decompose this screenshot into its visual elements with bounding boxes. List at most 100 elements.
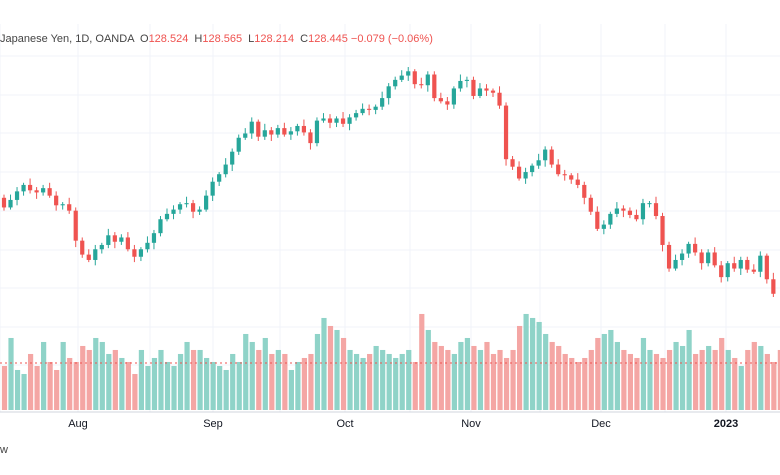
volume-bar xyxy=(223,369,229,410)
volume-bar xyxy=(184,341,190,410)
candle-body xyxy=(771,279,776,294)
candle-body xyxy=(67,204,72,211)
volume-bar xyxy=(582,357,588,410)
candle-body xyxy=(666,244,672,269)
candle-body xyxy=(660,216,665,245)
candle-body xyxy=(510,159,515,167)
candle-body xyxy=(399,75,404,80)
volume-bar xyxy=(197,349,203,410)
candle-body xyxy=(503,105,509,160)
candle-body xyxy=(151,233,157,243)
candle-body xyxy=(86,254,91,260)
candle-body xyxy=(764,255,769,280)
volume-bar xyxy=(158,349,164,410)
candle-body xyxy=(393,79,398,87)
x-tick-label: Nov xyxy=(461,418,481,430)
candle-body xyxy=(673,259,678,269)
volume-bar xyxy=(327,325,334,410)
volume-bar xyxy=(719,337,725,410)
candle-body xyxy=(145,242,150,250)
candle-body xyxy=(490,90,496,93)
candle-body xyxy=(184,203,189,205)
x-tick-label: Dec xyxy=(591,418,611,430)
volume-bar xyxy=(516,325,523,410)
candle-body xyxy=(177,204,183,210)
volume-bar xyxy=(164,361,171,410)
volume-bar xyxy=(308,353,314,410)
volume-bar xyxy=(106,353,112,410)
volume-bar xyxy=(132,373,138,410)
volume-bar xyxy=(601,333,607,410)
volume-bar xyxy=(745,349,751,410)
candle-body xyxy=(595,211,600,229)
candle-body xyxy=(340,118,346,124)
candle-body xyxy=(54,195,59,206)
candle-body xyxy=(738,259,743,269)
candle-body xyxy=(249,121,254,134)
volume-bar xyxy=(575,361,581,410)
candle-body xyxy=(530,165,535,173)
volume-bar xyxy=(451,353,457,410)
volume-bar xyxy=(386,353,392,410)
volume-bar xyxy=(484,341,490,410)
volume-bar xyxy=(706,345,712,410)
volume-bar xyxy=(679,345,686,410)
volume-bar xyxy=(406,349,412,410)
volume-bar xyxy=(693,353,699,410)
volume-bar xyxy=(751,341,757,410)
volume-bar xyxy=(530,317,536,410)
candle-body xyxy=(725,263,730,278)
candle-body xyxy=(217,174,222,182)
volume-bar xyxy=(673,341,679,410)
legend-open-value: 128.524 xyxy=(148,33,189,45)
footer-text: w xyxy=(0,444,8,456)
candle-body xyxy=(353,113,359,118)
volume-bar xyxy=(725,349,731,410)
legend-close-value: 128.445 xyxy=(308,33,348,45)
volume-bar xyxy=(471,345,477,410)
candle-body xyxy=(295,125,300,132)
volume-bar xyxy=(686,329,692,410)
legend-high-label: H xyxy=(194,33,203,45)
volume-bar xyxy=(217,365,223,410)
volume-bar xyxy=(86,349,92,410)
volume-bar xyxy=(367,353,373,410)
candle-body xyxy=(132,249,137,257)
candle-body xyxy=(14,191,20,200)
candle-body xyxy=(601,224,606,229)
volume-bar xyxy=(556,345,562,410)
candle-body xyxy=(569,175,574,180)
volume-bar xyxy=(543,333,549,410)
candle-body xyxy=(138,249,144,257)
volume-bar xyxy=(588,349,594,410)
candle-body xyxy=(549,149,554,165)
time-axis[interactable]: Aug Sep Oct Nov Dec 2023 xyxy=(0,411,780,430)
volume-bar xyxy=(47,361,53,410)
candle-body xyxy=(243,133,248,138)
volume-bar xyxy=(125,361,131,410)
candle-body xyxy=(445,101,450,105)
volume-bar xyxy=(432,341,438,410)
candle-body xyxy=(588,197,593,212)
volume-bar xyxy=(171,365,177,410)
candle-body xyxy=(256,121,261,137)
candle-body xyxy=(308,132,313,144)
volume-bar xyxy=(569,357,575,410)
volume-bar xyxy=(497,349,503,410)
candle-body xyxy=(608,213,613,225)
volume-bar xyxy=(360,357,366,410)
candle-body xyxy=(712,252,717,266)
candle-body xyxy=(158,219,163,234)
volume-bar xyxy=(93,337,99,410)
candle-body xyxy=(34,190,39,193)
candle-body xyxy=(60,204,65,206)
volume-bar xyxy=(647,349,653,410)
volume-bar xyxy=(771,361,777,410)
candle-body xyxy=(112,235,117,242)
volume-bar xyxy=(314,333,321,410)
candle-body xyxy=(562,174,567,176)
candle-body xyxy=(47,188,52,196)
volume-bar xyxy=(34,365,40,410)
